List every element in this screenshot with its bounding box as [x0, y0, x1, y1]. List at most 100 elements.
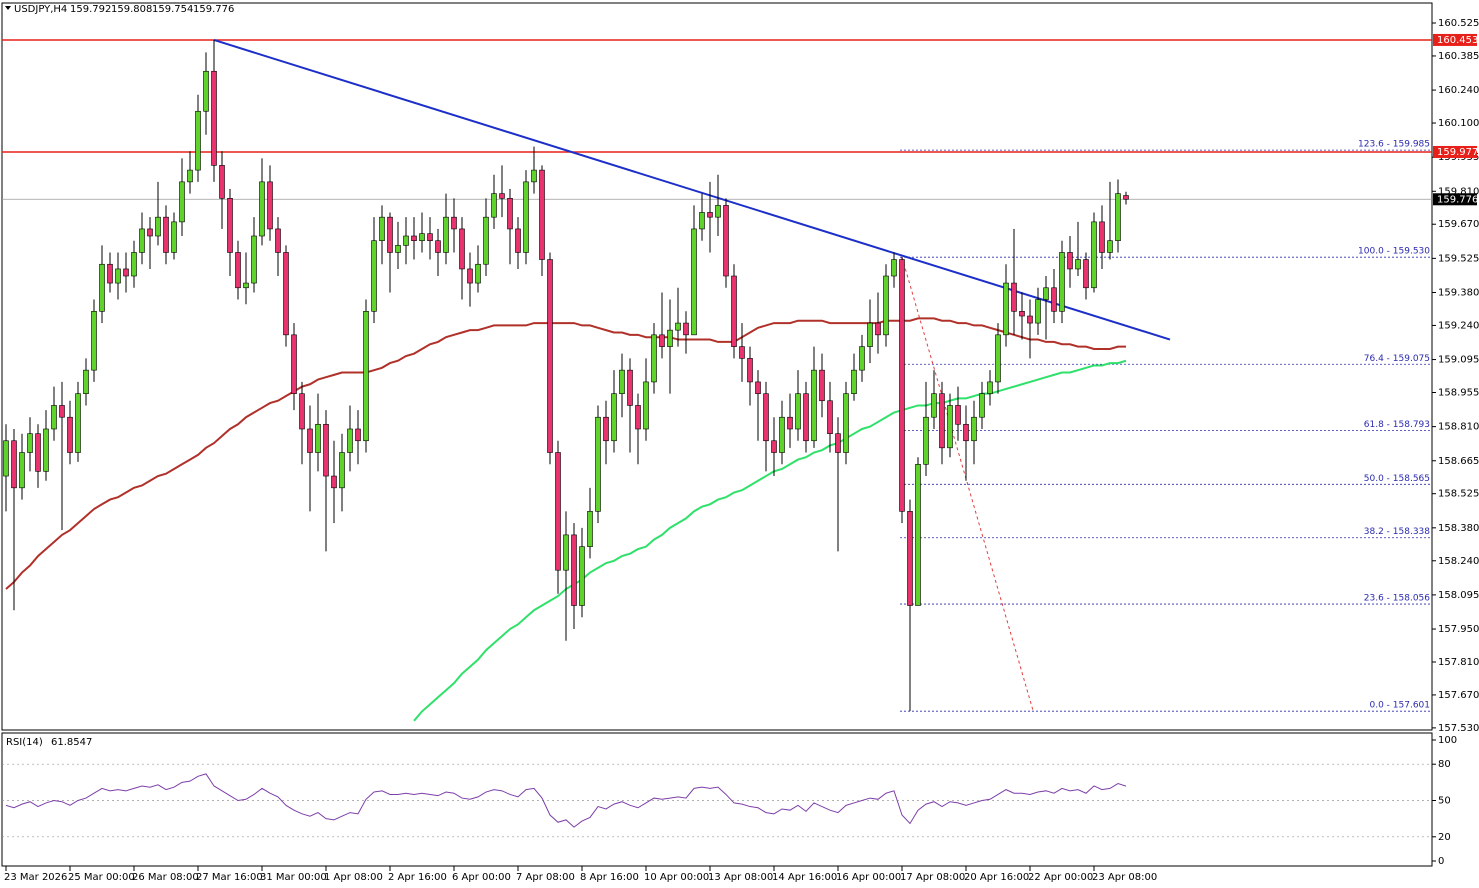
candle-body: [1019, 311, 1025, 317]
candle-body: [147, 228, 153, 237]
candle-body: [595, 416, 601, 512]
candle-body: [835, 433, 841, 453]
candle-body: [811, 369, 817, 442]
candle-body: [1075, 259, 1081, 270]
candle-body: [379, 216, 385, 242]
candle-body: [363, 311, 369, 442]
candle-body: [83, 369, 89, 394]
rsi-tick-label: 0: [1438, 856, 1444, 867]
x-tick-label: 7 Apr 08:00: [516, 872, 575, 883]
candle-body: [1035, 299, 1041, 324]
y-tick-label: 157.810: [1438, 657, 1479, 668]
candle-body: [315, 423, 321, 453]
candle-body: [579, 546, 585, 606]
y-tick-label: 160.100: [1438, 118, 1479, 129]
rsi-tick-label: 100: [1438, 735, 1457, 746]
trendline: [901, 257, 1034, 712]
candle-body: [219, 165, 225, 199]
header-low: 159.754: [152, 4, 193, 15]
candle-body: [499, 193, 505, 199]
candle-body: [563, 534, 569, 571]
x-tick-label: 16 Apr 00:00: [836, 872, 901, 883]
candle-body: [667, 329, 673, 347]
candle-body: [355, 428, 361, 442]
y-tick-label: 158.240: [1438, 556, 1479, 567]
candle-body: [1059, 252, 1065, 312]
candle-body: [587, 511, 593, 547]
candle-body: [275, 228, 281, 253]
candle-body: [171, 221, 177, 253]
candle-body: [1003, 282, 1009, 336]
candle-body: [603, 416, 609, 442]
candle-body: [907, 511, 913, 606]
candle-body: [427, 233, 433, 242]
fib-label: 61.8 - 158.793: [1364, 420, 1430, 430]
candle-body: [51, 405, 57, 430]
candle-body: [883, 275, 889, 336]
candle-body: [131, 252, 137, 277]
candle-body: [859, 346, 865, 371]
candle-body: [435, 240, 441, 253]
candle-body: [467, 268, 473, 284]
x-tick-label: 22 Apr 00:00: [1028, 872, 1093, 883]
level-tag: [1433, 33, 1477, 46]
y-tick-label: 158.665: [1438, 456, 1479, 467]
x-tick-label: 6 Apr 00:00: [452, 872, 511, 883]
candle-body: [491, 193, 497, 218]
candle-body: [867, 322, 873, 347]
candle-body: [659, 334, 665, 347]
candle-body: [403, 235, 409, 246]
candle-body: [699, 212, 705, 230]
candle-body: [251, 235, 257, 284]
candle-body: [179, 181, 185, 223]
header-high: 159.808: [111, 4, 152, 15]
y-tick-label: 159.810: [1438, 186, 1479, 197]
y-tick-label: 158.955: [1438, 388, 1479, 399]
candle-body: [619, 369, 625, 394]
rsi-tick-label: 20: [1438, 832, 1451, 843]
candle-body: [851, 369, 857, 394]
candle-body: [539, 169, 545, 260]
candle-body: [931, 393, 937, 418]
candle-body: [731, 275, 737, 347]
fib-label: 50.0 - 158.565: [1364, 474, 1430, 484]
candle-body: [683, 322, 689, 336]
fib-label: 23.6 - 158.056: [1364, 594, 1430, 604]
candle-body: [259, 181, 265, 237]
candle-body: [675, 322, 681, 331]
candle-body: [507, 198, 513, 230]
current-price-label: 159.776: [1437, 194, 1478, 205]
candle-body: [763, 393, 769, 442]
candle-body: [371, 240, 377, 312]
candle-body: [99, 263, 105, 312]
y-tick-label: 158.810: [1438, 422, 1479, 433]
candle-body: [1115, 193, 1121, 242]
y-tick-label: 159.380: [1438, 287, 1479, 298]
candle-body: [571, 534, 577, 606]
candle-body: [515, 228, 521, 253]
x-tick-label: 20 Apr 16:00: [964, 872, 1029, 883]
candle-body: [395, 245, 401, 253]
candle-body: [971, 416, 977, 442]
x-tick-label: 1 Apr 08:00: [324, 872, 383, 883]
candle-body: [979, 393, 985, 418]
candle-body: [75, 393, 81, 453]
candle-body: [67, 416, 73, 453]
candle-body: [899, 259, 905, 512]
symbol-icon: [5, 6, 11, 10]
y-tick-label: 160.385: [1438, 51, 1479, 62]
candle-body: [611, 393, 617, 442]
level-tag-label: 160.453: [1437, 35, 1478, 46]
candle-body: [643, 381, 649, 430]
fib-label: 0.0 - 157.601: [1370, 701, 1431, 711]
candle-body: [1011, 282, 1017, 312]
candle-body: [115, 268, 121, 284]
candle-body: [723, 205, 729, 277]
candle-body: [139, 228, 145, 253]
candle-body: [739, 346, 745, 359]
header-close: 159.776: [193, 4, 234, 15]
candle-body: [947, 405, 953, 449]
x-tick-label: 27 Mar 16:00: [196, 872, 263, 883]
candle-body: [923, 416, 929, 465]
